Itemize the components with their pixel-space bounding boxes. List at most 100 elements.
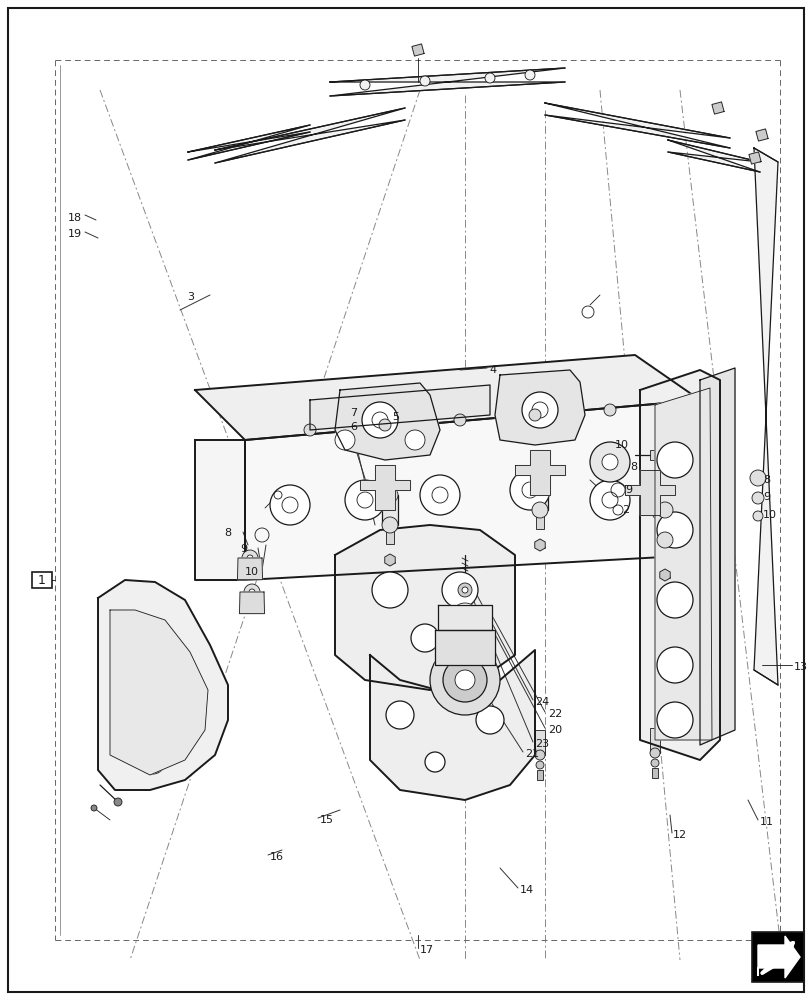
Polygon shape <box>659 569 669 581</box>
Bar <box>381 495 397 525</box>
Polygon shape <box>411 44 423 56</box>
Polygon shape <box>335 383 440 460</box>
Polygon shape <box>335 525 514 690</box>
Circle shape <box>656 532 672 548</box>
Polygon shape <box>699 368 734 745</box>
Polygon shape <box>514 450 564 495</box>
Circle shape <box>483 631 491 639</box>
Polygon shape <box>359 465 410 510</box>
Circle shape <box>454 670 474 690</box>
Polygon shape <box>654 388 711 740</box>
Circle shape <box>424 752 444 772</box>
Circle shape <box>475 706 504 734</box>
Polygon shape <box>435 630 495 665</box>
Circle shape <box>656 512 692 548</box>
Circle shape <box>345 480 384 520</box>
Circle shape <box>242 550 258 566</box>
Polygon shape <box>667 140 759 172</box>
Circle shape <box>656 702 692 738</box>
Polygon shape <box>757 936 799 978</box>
Polygon shape <box>239 592 264 614</box>
Circle shape <box>385 701 414 729</box>
Text: 4: 4 <box>488 365 496 375</box>
Text: 1: 1 <box>38 574 46 586</box>
Circle shape <box>419 76 430 86</box>
Text: 9: 9 <box>624 485 631 495</box>
Circle shape <box>590 442 629 482</box>
Circle shape <box>461 587 467 593</box>
Text: 8: 8 <box>762 475 769 485</box>
Circle shape <box>381 517 397 533</box>
Circle shape <box>91 805 97 811</box>
Text: 17: 17 <box>419 945 434 955</box>
Bar <box>112 660 142 674</box>
Bar <box>651 768 657 778</box>
Circle shape <box>114 798 122 806</box>
Polygon shape <box>215 108 405 163</box>
Bar <box>534 730 544 755</box>
Polygon shape <box>437 605 491 630</box>
Circle shape <box>247 555 253 561</box>
Polygon shape <box>310 385 489 430</box>
Circle shape <box>371 572 407 608</box>
Polygon shape <box>748 152 760 164</box>
Polygon shape <box>755 129 767 141</box>
Bar <box>32 572 52 588</box>
Polygon shape <box>98 580 228 790</box>
Bar <box>660 545 668 559</box>
Circle shape <box>362 402 397 438</box>
Text: 24: 24 <box>534 697 548 707</box>
Text: 3: 3 <box>187 292 194 302</box>
Polygon shape <box>195 355 699 440</box>
Circle shape <box>521 392 557 428</box>
Circle shape <box>139 642 171 674</box>
Polygon shape <box>624 470 674 515</box>
Circle shape <box>535 761 543 769</box>
Circle shape <box>531 502 547 518</box>
Bar <box>112 640 142 654</box>
Polygon shape <box>384 554 395 566</box>
Circle shape <box>270 485 310 525</box>
Bar <box>751 932 803 982</box>
Text: 21: 21 <box>525 749 539 759</box>
Bar <box>385 530 393 544</box>
Text: 10: 10 <box>762 510 776 520</box>
Circle shape <box>531 472 547 488</box>
Circle shape <box>359 80 370 90</box>
Polygon shape <box>329 68 564 96</box>
Bar <box>535 515 543 529</box>
Text: 13: 13 <box>793 662 807 672</box>
Text: 22: 22 <box>547 709 561 719</box>
Bar <box>649 728 659 753</box>
Circle shape <box>303 424 315 436</box>
Circle shape <box>430 645 500 715</box>
Circle shape <box>509 470 549 510</box>
Polygon shape <box>495 370 584 445</box>
Circle shape <box>528 409 540 421</box>
Circle shape <box>139 704 171 736</box>
Circle shape <box>443 658 487 702</box>
Text: 10: 10 <box>614 440 629 450</box>
Text: 16: 16 <box>270 852 284 862</box>
Polygon shape <box>711 102 723 114</box>
Polygon shape <box>639 370 719 760</box>
Text: 10: 10 <box>245 567 259 577</box>
Text: 5: 5 <box>392 412 398 422</box>
Text: 8: 8 <box>629 462 637 472</box>
Bar <box>536 770 543 780</box>
Circle shape <box>649 748 659 758</box>
Circle shape <box>483 656 491 664</box>
Circle shape <box>419 475 460 515</box>
Circle shape <box>138 746 165 774</box>
Circle shape <box>436 656 444 664</box>
Circle shape <box>749 470 765 486</box>
Circle shape <box>405 430 424 450</box>
Text: 11: 11 <box>759 817 773 827</box>
Text: 23: 23 <box>534 739 548 749</box>
Polygon shape <box>544 103 729 148</box>
Text: 20: 20 <box>547 725 561 735</box>
Text: 7: 7 <box>350 408 357 418</box>
Circle shape <box>450 603 478 631</box>
Circle shape <box>590 480 629 520</box>
Circle shape <box>534 750 544 760</box>
